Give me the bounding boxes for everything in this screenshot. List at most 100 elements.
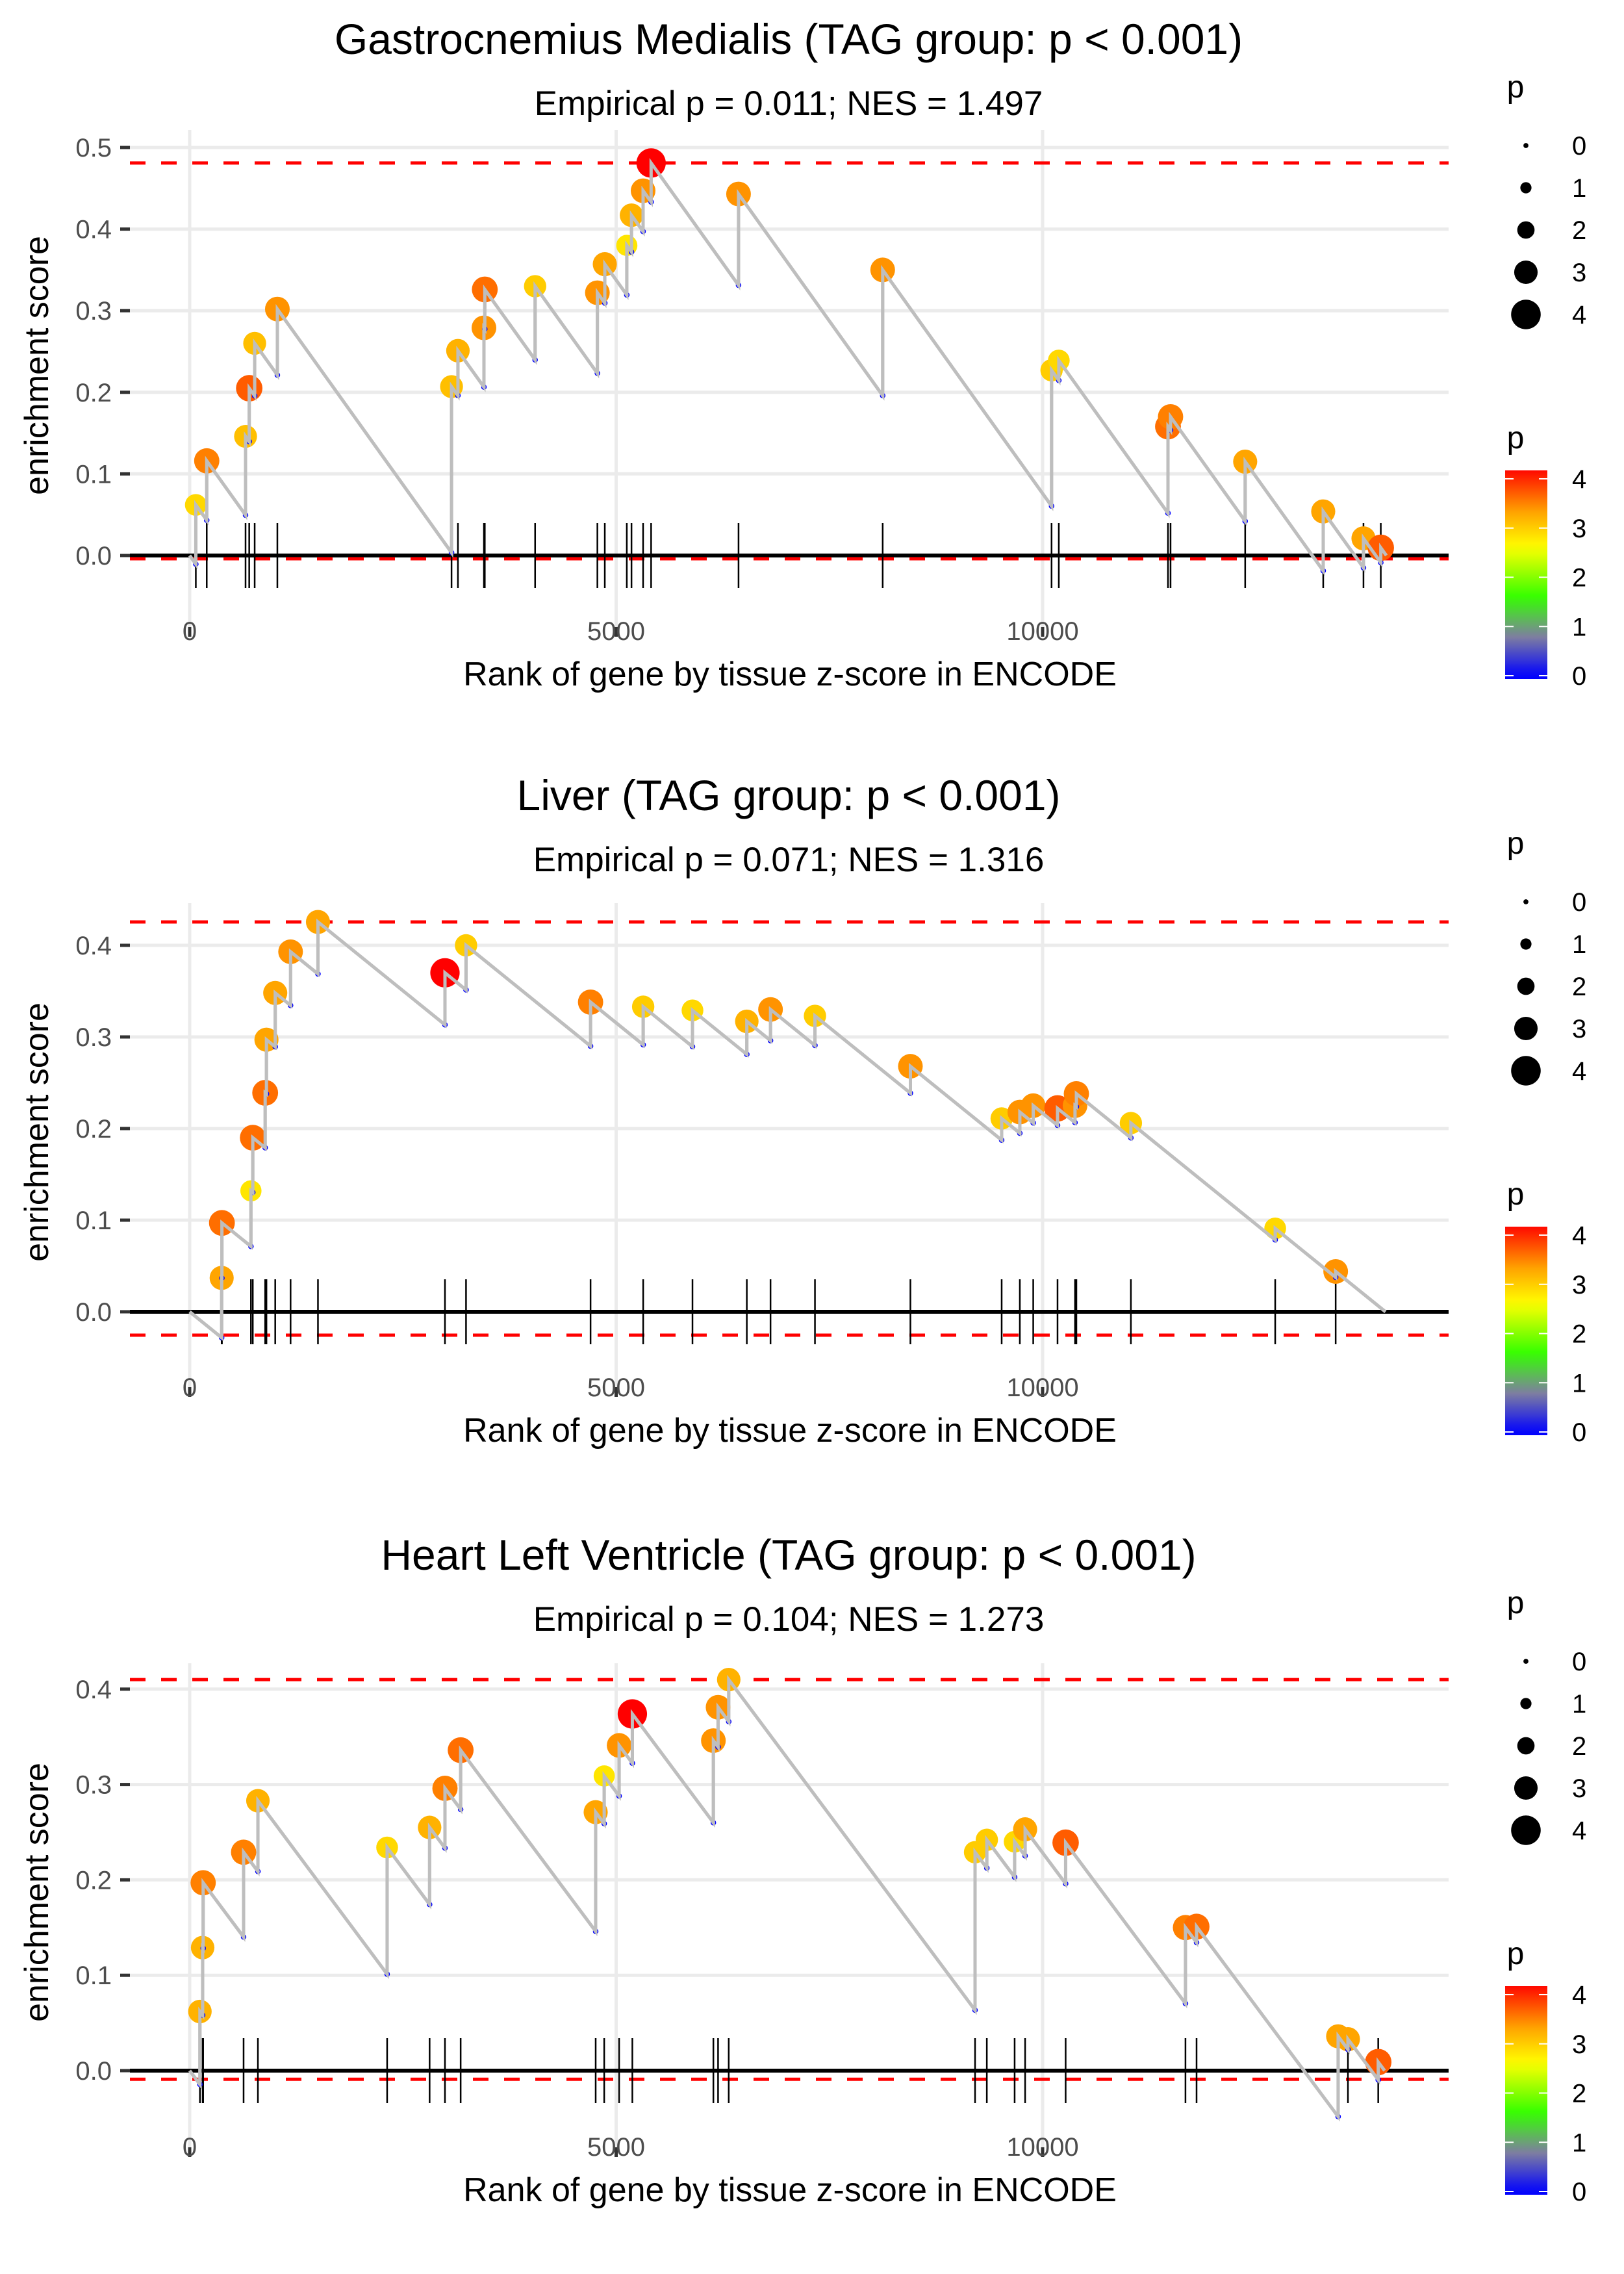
y-tick-label: 0.0 <box>75 1298 112 1327</box>
x-tick-label: 0 <box>183 617 197 646</box>
colorbar-label: 4 <box>1572 1981 1586 2010</box>
x-axis-title: Rank of gene by tissue z-score in ENCODE <box>463 656 1117 693</box>
y-tick-label: 0.2 <box>75 1866 112 1895</box>
x-tick-label: 0 <box>183 2133 197 2162</box>
y-tick-label: 0.1 <box>75 1961 112 1990</box>
size-legend-title: p <box>1507 1586 1525 1620</box>
chart-panel-2: Liver (TAG group: p < 0.001) Empirical p … <box>18 771 1586 1450</box>
colorbar-label: 3 <box>1572 515 1586 543</box>
running-es-curve-overlay <box>188 1674 1386 2122</box>
chart-title: Liver (TAG group: p < 0.001) <box>516 771 1060 819</box>
colorbar-label: 3 <box>1572 2030 1586 2059</box>
x-tick-label: 0 <box>183 1373 197 1402</box>
size-legend-title: p <box>1507 70 1525 105</box>
colorbar-label: 1 <box>1572 613 1586 641</box>
x-axis-title: Rank of gene by tissue z-score in ENCODE <box>463 1412 1117 1450</box>
running-es-curve <box>188 1674 1386 2122</box>
x-tick-label: 10000 <box>1006 1373 1078 1402</box>
y-tick-label: 0.3 <box>75 297 112 326</box>
gridlines <box>130 1663 1449 2147</box>
y-tick-label: 0.4 <box>75 216 112 244</box>
gene-points <box>184 148 1394 574</box>
size-legend-dot <box>1520 1698 1532 1709</box>
size-legend-label: 4 <box>1572 1817 1586 1845</box>
color-legend-title: p <box>1507 1937 1525 1971</box>
size-legend-dot <box>1517 221 1535 239</box>
hit-rug <box>220 1279 1337 1344</box>
size-legend-label: 0 <box>1572 888 1586 917</box>
colorbar-label: 0 <box>1572 1418 1586 1447</box>
size-legend-label: 1 <box>1572 930 1586 959</box>
chart-panel-1: Gastrocnemius Medialis (TAG group: p < 0… <box>18 15 1586 693</box>
chart-title: Heart Left Ventricle (TAG group: p < 0.0… <box>381 1531 1196 1579</box>
y-tick-label: 0.0 <box>75 2057 112 2086</box>
size-legend-label: 3 <box>1572 1774 1586 1803</box>
colorbar-label: 4 <box>1572 465 1586 494</box>
y-tick-label: 0.4 <box>75 932 112 960</box>
colorbar-label: 1 <box>1572 2128 1586 2157</box>
y-tick-label: 0.3 <box>75 1023 112 1052</box>
size-legend-label: 0 <box>1572 1648 1586 1676</box>
size-legend-label: 4 <box>1572 1057 1586 1086</box>
running-es-curve <box>188 158 1388 576</box>
size-legend-dot <box>1514 1776 1538 1800</box>
y-axis-title: enrichment score <box>18 236 56 495</box>
color-legend-title: p <box>1507 421 1525 455</box>
y-tick-label: 0.4 <box>75 1676 112 1704</box>
colorbar-label: 4 <box>1572 1221 1586 1250</box>
y-tick-label: 0.2 <box>75 379 112 407</box>
chart-subtitle: Empirical p = 0.011; NES = 1.497 <box>535 84 1043 123</box>
y-tick-label: 0.0 <box>75 542 112 570</box>
hit-rug <box>195 523 1382 588</box>
colorbar <box>1505 1227 1547 1435</box>
legend: p 0 1 2 3 4 p 4 3 2 1 0 <box>1505 1586 1586 2206</box>
size-legend-dot <box>1523 1659 1529 1664</box>
colorbar-label: 2 <box>1572 2080 1586 2108</box>
y-tick-label: 0.1 <box>75 1207 112 1235</box>
size-legend-label: 2 <box>1572 216 1586 245</box>
size-legend-dot <box>1517 1737 1535 1755</box>
colorbar-label: 0 <box>1572 662 1586 691</box>
colorbar-label: 1 <box>1572 1369 1586 1398</box>
gridlines <box>130 903 1449 1387</box>
gene-points <box>209 910 1349 1341</box>
y-tick-label: 0.5 <box>75 134 112 162</box>
y-tick-label: 0.1 <box>75 460 112 489</box>
size-legend-dot <box>1511 300 1541 329</box>
running-es-curve-overlay <box>188 158 1388 576</box>
size-legend-title: p <box>1507 826 1525 861</box>
x-tick-label: 5000 <box>587 2133 645 2162</box>
x-tick-label: 10000 <box>1006 2133 1078 2162</box>
size-legend-dot <box>1514 260 1538 285</box>
size-legend-label: 1 <box>1572 174 1586 203</box>
y-tick-label: 0.3 <box>75 1771 112 1800</box>
size-legend-label: 4 <box>1572 301 1586 329</box>
size-legend-dot <box>1517 977 1535 995</box>
y-tick-label: 0.2 <box>75 1115 112 1143</box>
color-legend-title: p <box>1507 1177 1525 1212</box>
colorbar <box>1505 1986 1547 2195</box>
size-legend-dot <box>1511 1815 1541 1845</box>
colorbar-label: 2 <box>1572 564 1586 593</box>
size-legend-label: 2 <box>1572 1732 1586 1761</box>
x-tick-label: 5000 <box>587 1373 645 1402</box>
size-legend-label: 3 <box>1572 259 1586 287</box>
size-legend-dot <box>1520 182 1532 194</box>
legend: p 0 1 2 3 4 p 4 3 2 1 0 <box>1505 826 1586 1447</box>
x-tick-label: 10000 <box>1006 617 1078 646</box>
chart-subtitle: Empirical p = 0.071; NES = 1.316 <box>533 841 1045 879</box>
size-legend-dot <box>1523 143 1529 148</box>
legend: p 0 1 2 3 4 p 4 3 2 1 0 <box>1505 70 1586 691</box>
gene-points <box>188 1668 1392 2120</box>
size-legend-label: 1 <box>1572 1690 1586 1718</box>
size-legend-dot <box>1523 899 1529 904</box>
x-axis-title: Rank of gene by tissue z-score in ENCODE <box>463 2171 1117 2209</box>
size-legend-dot <box>1511 1056 1541 1086</box>
size-legend-label: 2 <box>1572 973 1586 1001</box>
y-axis-title: enrichment score <box>18 1003 56 1262</box>
colorbar <box>1505 470 1547 679</box>
colorbar-label: 2 <box>1572 1320 1586 1349</box>
colorbar-label: 3 <box>1572 1271 1586 1299</box>
chart-subtitle: Empirical p = 0.104; NES = 1.273 <box>533 1600 1045 1639</box>
